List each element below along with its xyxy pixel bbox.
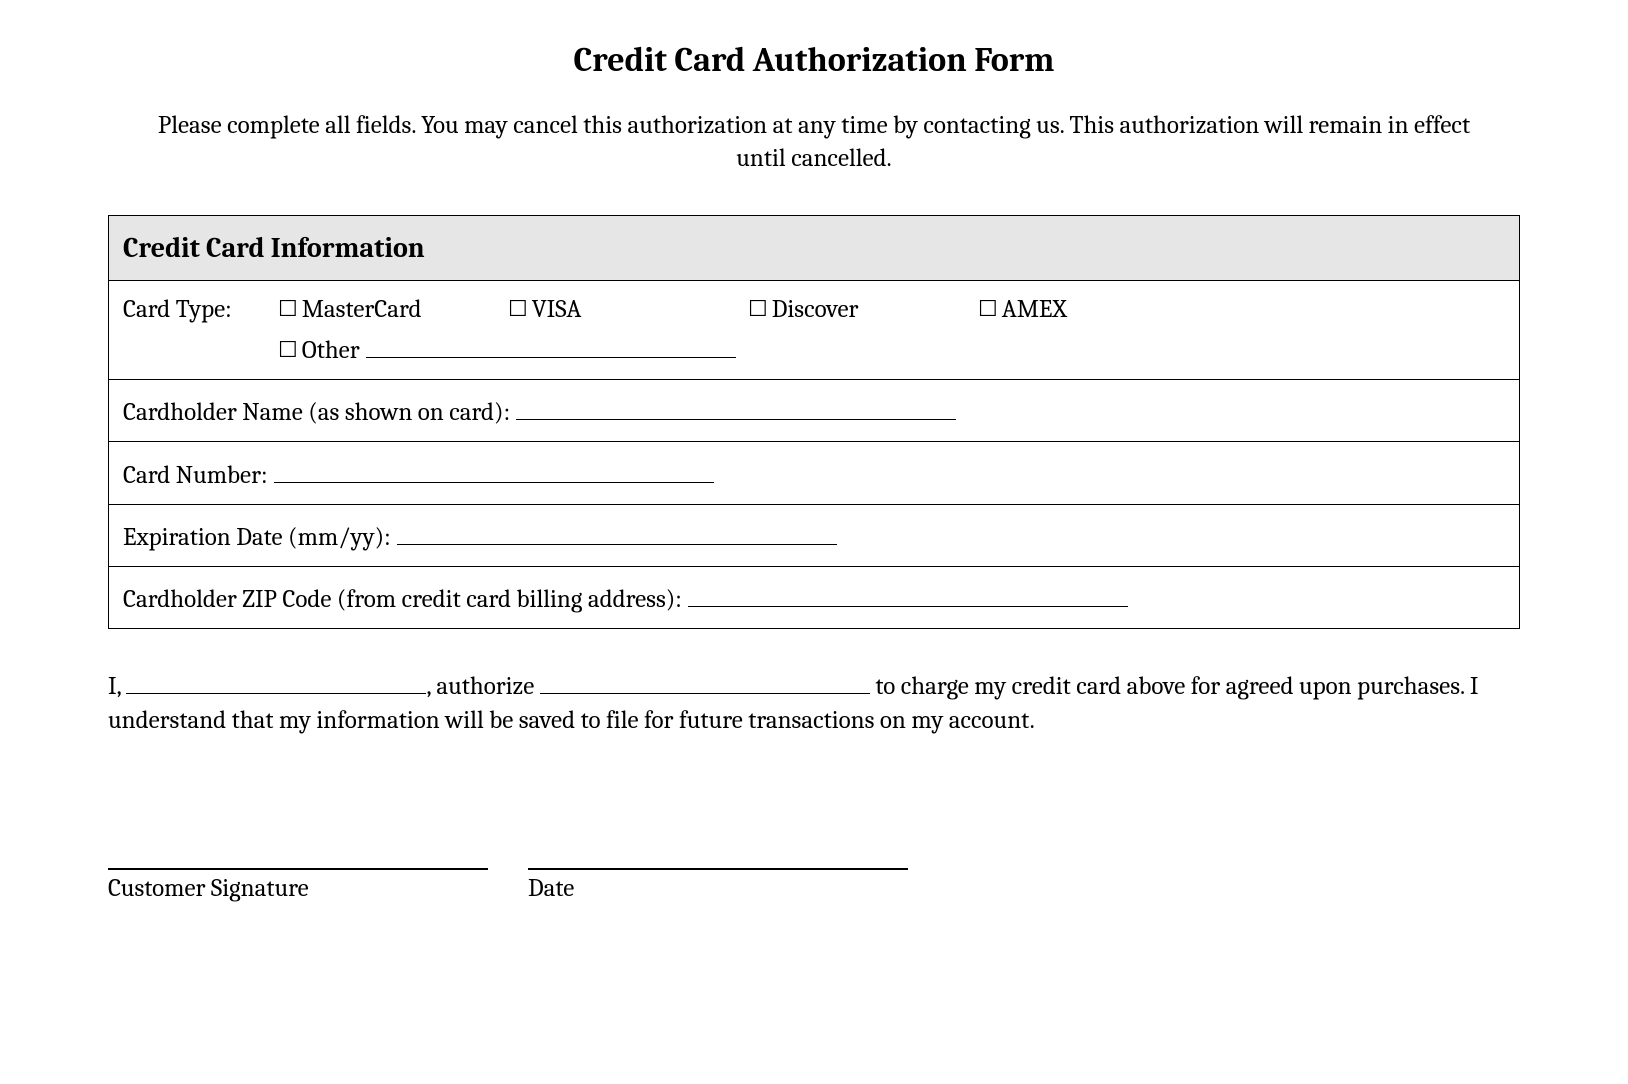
checkbox-icon: ☐	[748, 296, 768, 322]
card-number-row: Card Number:	[109, 442, 1520, 504]
expiration-input-line[interactable]	[397, 519, 837, 545]
form-title: Credit Card Authorization Form	[108, 40, 1520, 80]
expiration-row: Expiration Date (mm/yy):	[109, 504, 1520, 566]
cardholder-name-label: Cardholder Name (as shown on card):	[123, 398, 510, 427]
intro-text: Please complete all fields. You may canc…	[108, 110, 1520, 175]
signature-row: Customer Signature Date	[108, 868, 1520, 903]
form-page: Credit Card Authorization Form Please co…	[0, 0, 1628, 1084]
card-type-label: Card Type:	[123, 295, 278, 324]
authorization-paragraph: I, , authorize to charge my credit card …	[108, 669, 1520, 738]
card-type-option-other[interactable]: ☐Other	[278, 336, 360, 365]
date-label: Date	[528, 874, 908, 903]
date-block: Date	[488, 868, 908, 903]
card-type-row: Card Type: ☐MasterCard ☐VISA ☐Discover ☐…	[109, 281, 1520, 380]
auth-prefix: I,	[108, 672, 121, 701]
auth-mid1: , authorize	[426, 672, 534, 701]
checkbox-icon: ☐	[278, 296, 298, 322]
authorize-name-line[interactable]	[126, 669, 426, 694]
signature-line[interactable]	[108, 868, 488, 870]
zip-row: Cardholder ZIP Code (from credit card bi…	[109, 566, 1520, 628]
card-type-option-mastercard[interactable]: ☐MasterCard	[278, 295, 508, 324]
authorize-merchant-line[interactable]	[540, 669, 870, 694]
checkbox-icon: ☐	[978, 296, 998, 322]
card-number-label: Card Number:	[123, 461, 268, 490]
card-type-option-visa[interactable]: ☐VISA	[508, 295, 748, 324]
zip-label: Cardholder ZIP Code (from credit card bi…	[123, 585, 682, 614]
checkbox-icon: ☐	[278, 337, 298, 363]
option-label: MasterCard	[302, 295, 422, 324]
card-type-option-amex[interactable]: ☐AMEX	[978, 295, 1067, 324]
signature-label: Customer Signature	[108, 874, 488, 903]
signature-block: Customer Signature	[108, 868, 488, 903]
option-label: VISA	[532, 295, 582, 324]
cardholder-name-row: Cardholder Name (as shown on card):	[109, 380, 1520, 442]
other-input-line[interactable]	[366, 357, 736, 358]
card-number-input-line[interactable]	[274, 456, 714, 482]
cardholder-name-input-line[interactable]	[516, 394, 956, 420]
option-label: Discover	[772, 295, 859, 324]
zip-input-line[interactable]	[688, 581, 1128, 607]
date-line[interactable]	[528, 868, 908, 870]
checkbox-icon: ☐	[508, 296, 528, 322]
card-type-option-discover[interactable]: ☐Discover	[748, 295, 978, 324]
option-label: Other	[302, 336, 360, 365]
option-label: AMEX	[1002, 295, 1067, 324]
credit-card-info-table: Credit Card Information Card Type: ☐Mast…	[108, 215, 1520, 629]
expiration-label: Expiration Date (mm/yy):	[123, 523, 391, 552]
section-header: Credit Card Information	[109, 216, 1520, 281]
